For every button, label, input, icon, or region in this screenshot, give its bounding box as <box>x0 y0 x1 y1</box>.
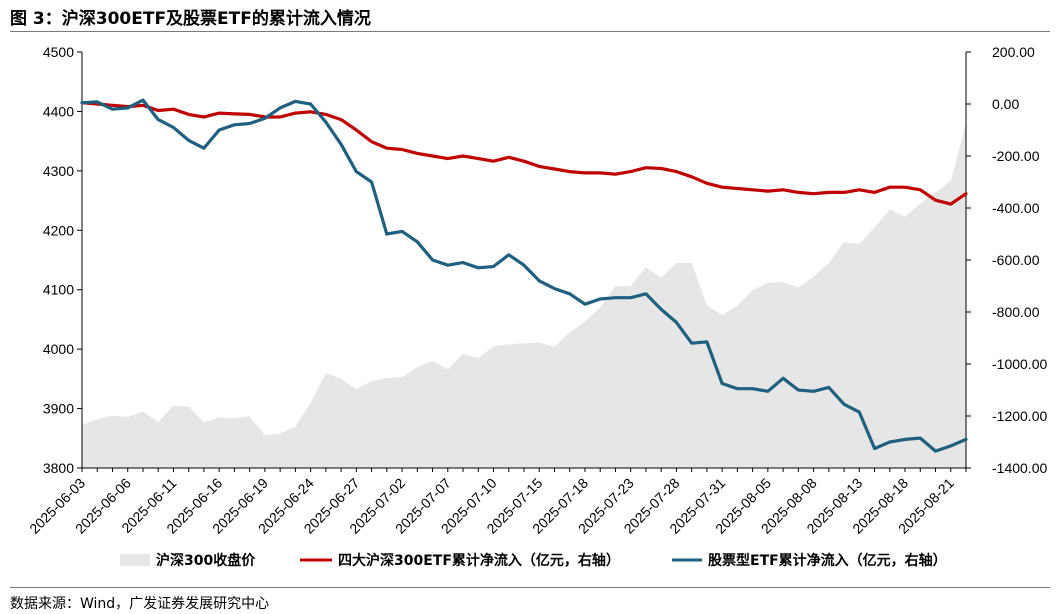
index-area-layer <box>82 123 966 469</box>
left-tick-label: 3800 <box>43 460 74 476</box>
right-tick-label: -1000.00 <box>992 356 1047 372</box>
legend-label-hs300-index: 沪深300收盘价 <box>156 552 256 569</box>
series-area-hs300-index <box>82 123 966 469</box>
left-tick-label: 4200 <box>43 222 74 238</box>
legend-swatch-index-area <box>120 554 150 566</box>
title-divider <box>10 31 1050 32</box>
right-tick-label: 200.00 <box>992 44 1035 60</box>
chart-canvas: 3800 3900 4000 4100 4200 4300 4400 4500 200.00 0.… <box>26 44 1047 569</box>
left-tick-label: 4500 <box>43 44 74 60</box>
legend: 沪深300收盘价 四大沪深300ETF累计净流入（亿元，右轴） 股票型ETF累计… <box>120 552 947 569</box>
legend-label-hs300-etf: 四大沪深300ETF累计净流入（亿元，右轴） <box>338 552 620 569</box>
left-tick-label: 4400 <box>43 103 74 119</box>
source-divider <box>10 587 1050 588</box>
figure-title: 图 3：沪深300ETF及股票ETF的累计流入情况 <box>10 9 371 29</box>
series-line-hs300-etf <box>80 101 968 206</box>
right-tick-label: -400.00 <box>992 200 1040 216</box>
left-tick-label: 4000 <box>43 341 74 357</box>
series-lines-layer <box>80 98 968 453</box>
right-tick-label: -800.00 <box>992 304 1040 320</box>
source-note: 数据来源：Wind，广发证券发展研究中心 <box>10 596 270 612</box>
left-tick-label: 4100 <box>43 282 74 298</box>
right-tick-label: 0.00 <box>992 96 1019 112</box>
right-tick-label: -1200.00 <box>992 408 1047 424</box>
right-tick-label: -200.00 <box>992 148 1040 164</box>
series-line-stock-etf <box>80 98 968 453</box>
right-tick-label: -600.00 <box>992 252 1040 268</box>
legend-label-stock-etf: 股票型ETF累计净流入（亿元，右轴） <box>708 552 947 569</box>
right-tick-label: -1400.00 <box>992 460 1047 476</box>
left-tick-label: 4300 <box>43 163 74 179</box>
left-tick-label: 3900 <box>43 401 74 417</box>
